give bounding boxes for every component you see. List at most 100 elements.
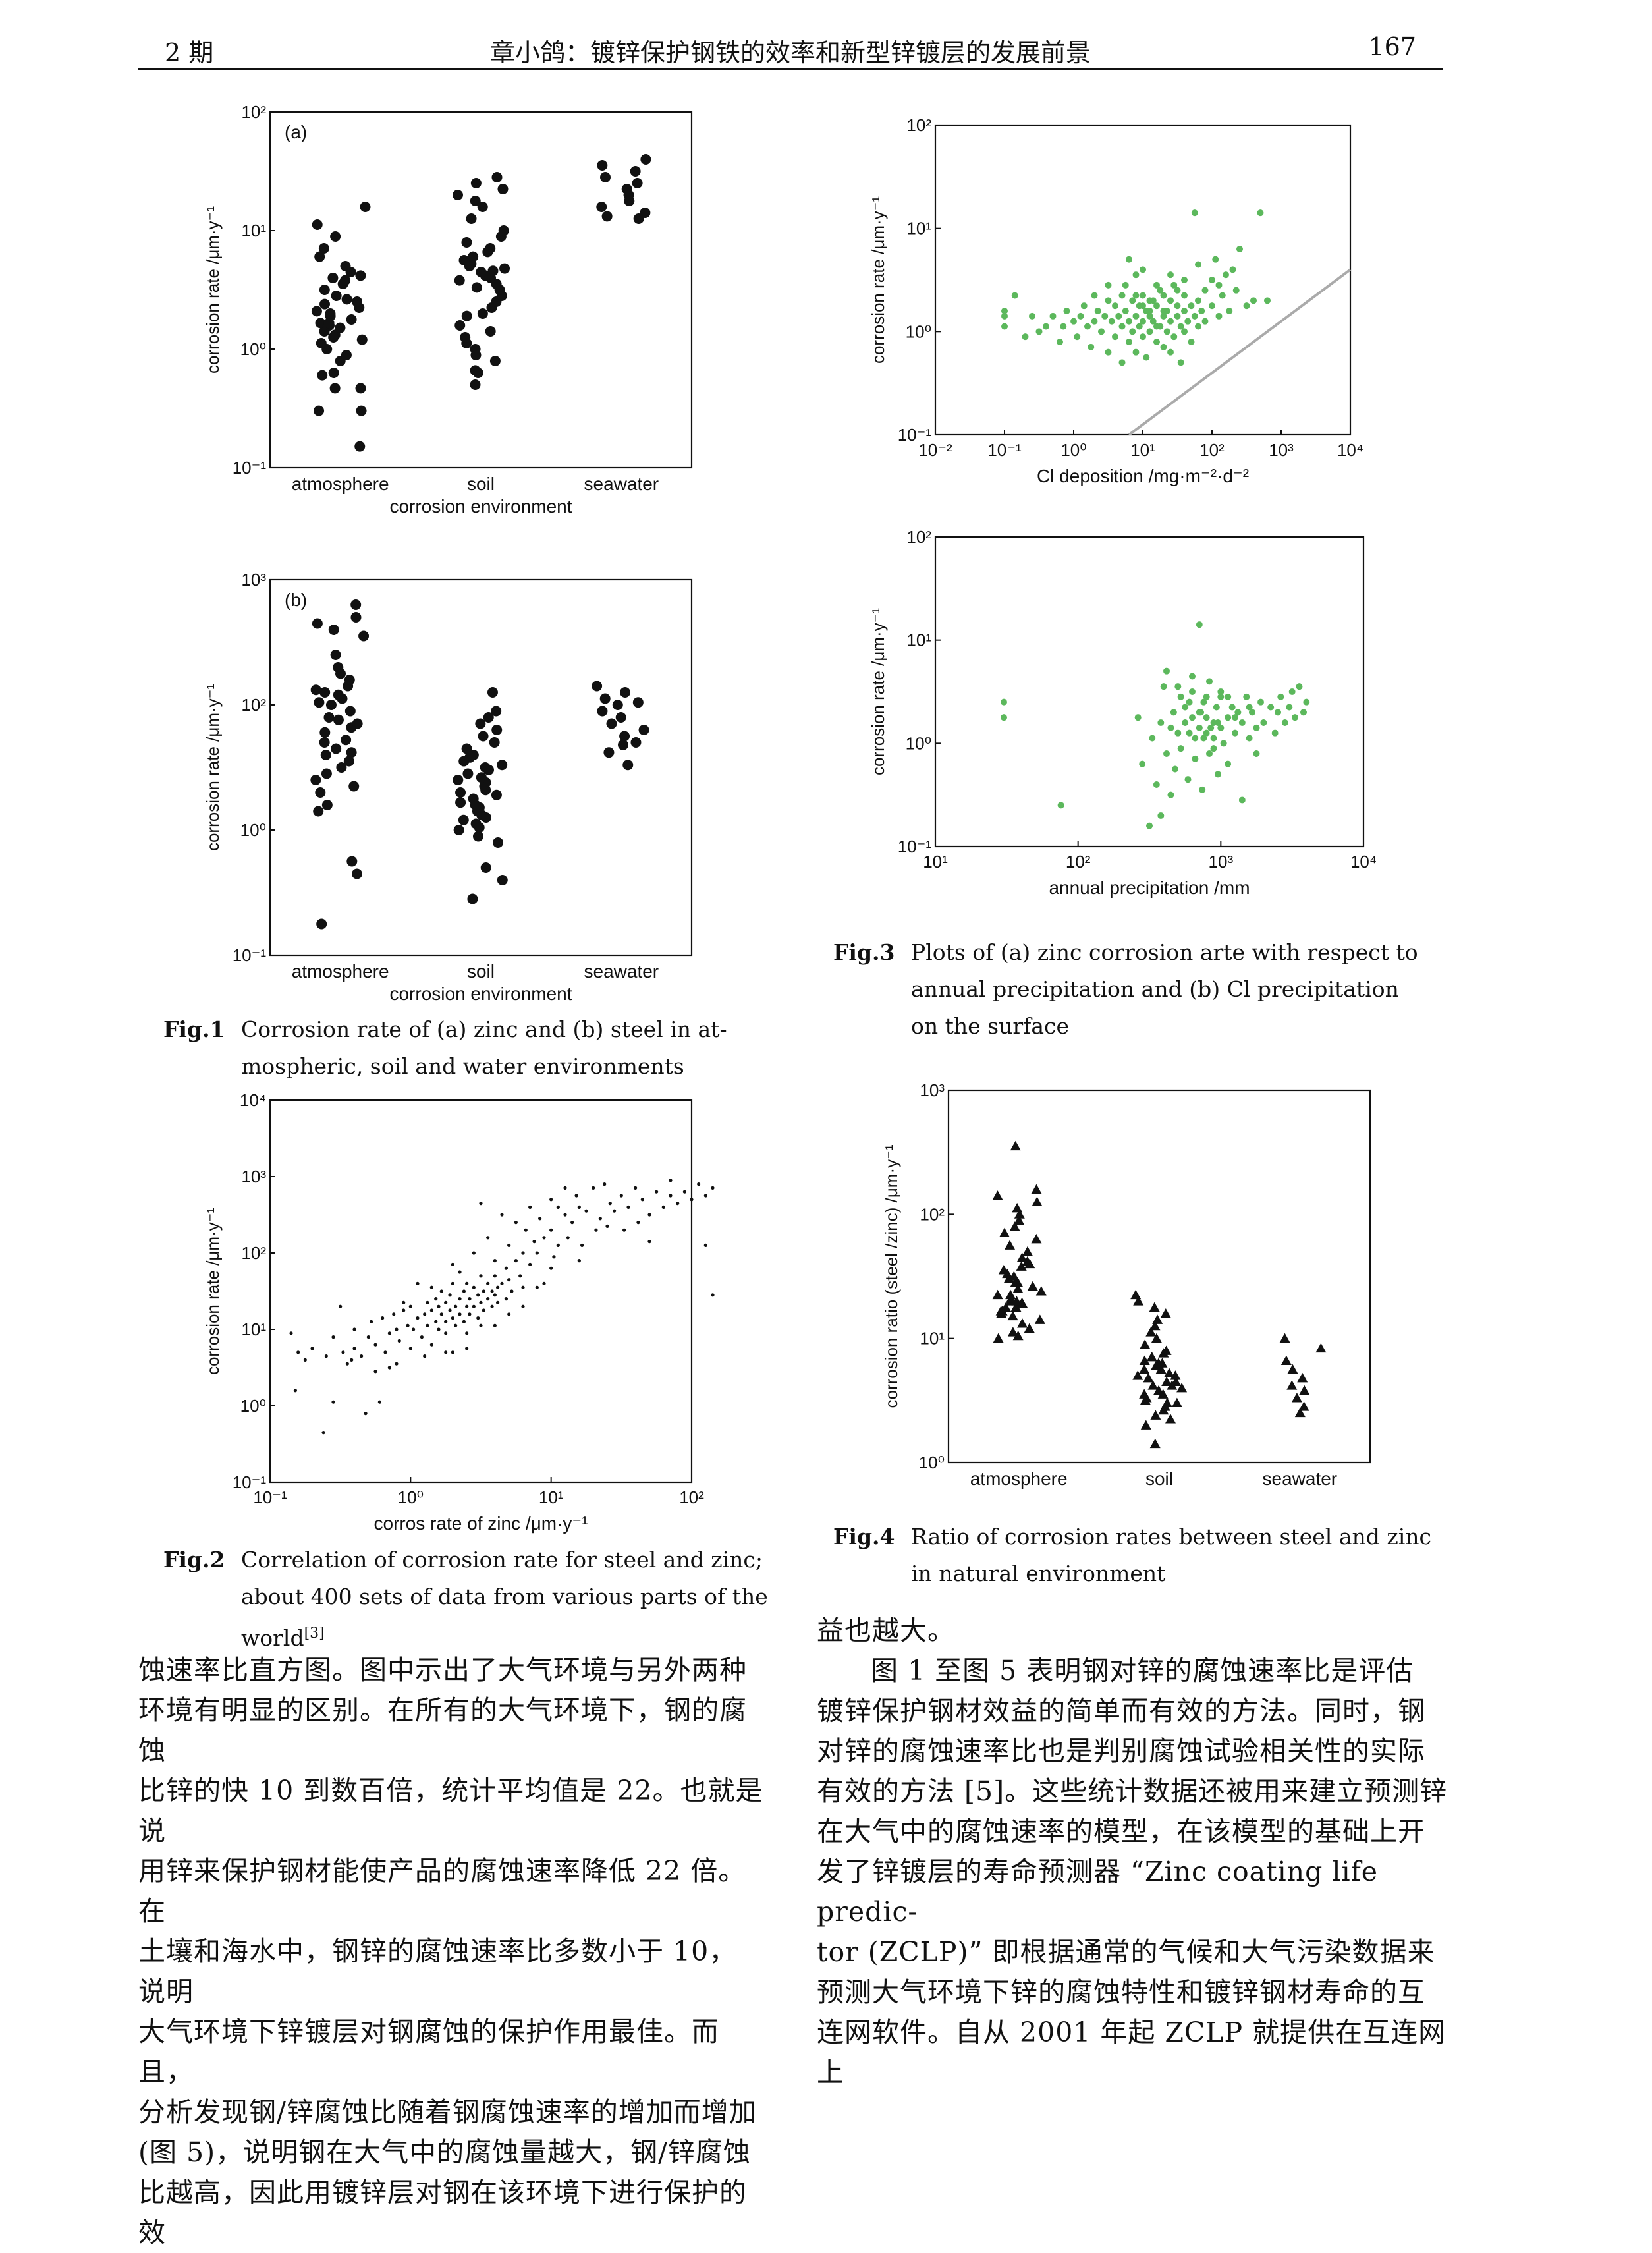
data-point (434, 1320, 438, 1323)
data-point (999, 1227, 1010, 1237)
data-point (470, 178, 482, 188)
data-point (303, 1358, 307, 1362)
data-point (350, 1358, 354, 1362)
data-point (360, 202, 371, 212)
data-point (626, 1205, 630, 1209)
data-point (1126, 339, 1132, 345)
data-point (327, 273, 339, 283)
data-point (1184, 318, 1192, 325)
data-point (1174, 302, 1181, 310)
data-point (1288, 688, 1296, 695)
data-point (470, 379, 481, 390)
data-point (321, 1431, 325, 1435)
data-point (454, 275, 465, 286)
data-point (1294, 1407, 1306, 1418)
data-point (323, 712, 335, 723)
data-point (328, 332, 339, 343)
data-point (333, 689, 344, 700)
data-point (331, 1400, 335, 1404)
data-point (1161, 1376, 1172, 1386)
y-tick-label: 10⁻¹ (233, 1472, 267, 1492)
data-point (406, 1323, 410, 1327)
x-tick-label: 10⁴ (1350, 852, 1377, 872)
data-point (312, 618, 323, 629)
fig2-caption-line1: Correlation of corrosion rate for steel … (241, 1547, 763, 1572)
data-point (1010, 1277, 1021, 1287)
data-point (474, 822, 485, 833)
x-category-label: atmosphere (292, 474, 389, 494)
data-point (402, 1308, 406, 1312)
y-axis-label: corrosion ratio (steel /zinc) /μm·y⁻¹ (881, 1144, 901, 1408)
data-point (346, 856, 358, 867)
data-point (346, 747, 357, 758)
y-axis-label: corrosion rate /μm·y⁻¹ (203, 1208, 223, 1375)
data-point (599, 693, 611, 704)
data-point (1005, 1240, 1016, 1250)
data-point (487, 265, 499, 277)
data-point (1153, 281, 1160, 289)
plot-frame (934, 536, 1365, 848)
y-tick-label: 10² (241, 695, 266, 715)
data-point (1210, 735, 1217, 742)
data-point (1264, 297, 1271, 304)
reference-line (1128, 268, 1352, 436)
text-line: 土壤和海水中，钢锌的腐蚀速率比多数小于 10，说明 (138, 1935, 737, 2007)
data-point (477, 202, 488, 212)
plot-frame (269, 111, 693, 469)
y-axis-label: corrosion rate /μm·y⁻¹ (868, 608, 888, 775)
data-point (355, 270, 366, 281)
y-tick-label: 10³ (920, 1080, 945, 1100)
data-point (1225, 693, 1232, 700)
data-point (612, 700, 623, 710)
fig3-label: Fig.3 (833, 939, 895, 965)
data-point (1157, 1358, 1168, 1368)
data-point (493, 1259, 497, 1263)
plot-frame (947, 1089, 1371, 1464)
page-number: 167 (1368, 32, 1416, 61)
data-point (1225, 760, 1232, 767)
data-point (344, 706, 356, 717)
data-point (1226, 308, 1233, 314)
data-point (1122, 308, 1129, 314)
data-point (1292, 714, 1298, 721)
data-point (489, 737, 500, 748)
data-point (472, 1304, 476, 1308)
data-point (1140, 1339, 1151, 1349)
data-point (316, 918, 327, 930)
data-point (1098, 328, 1105, 335)
data-point (491, 789, 502, 800)
right-column-text: 益也越大。 图 1 至图 5 表明钢对锌的腐蚀速率比是评估 镀锌保护钢材效益的简… (817, 1611, 1449, 2093)
data-point (1167, 724, 1174, 731)
data-point (346, 314, 357, 325)
data-point (333, 714, 344, 725)
data-point (1167, 791, 1174, 798)
x-category-label: atmosphere (970, 1468, 1068, 1489)
data-point (1155, 1364, 1167, 1374)
data-point (1206, 750, 1213, 757)
data-point (1203, 714, 1210, 721)
data-point (1184, 776, 1192, 783)
data-point (1170, 281, 1178, 289)
y-tick-label: 10³ (241, 570, 266, 590)
data-point (1217, 693, 1225, 700)
data-point (1132, 312, 1140, 320)
data-point (1001, 714, 1007, 721)
data-point (1182, 704, 1189, 711)
text-line: 比越高，因此用镀锌层对钢在该环境下进行保护的效 (138, 2177, 747, 2248)
text-line: 连网软件。自从 2001 年起 ZCLP 就提供在互连网上 (817, 2017, 1446, 2088)
data-point (476, 1316, 480, 1320)
data-point (521, 1251, 525, 1255)
data-point (634, 1186, 638, 1190)
data-point (1147, 1380, 1159, 1390)
fig4-caption: Fig.4 Ratio of corrosion rates between st… (833, 1518, 1466, 1592)
data-point (647, 1213, 651, 1217)
y-axis-label: corrosion rate /μm·y⁻¹ (203, 684, 223, 851)
data-point (1170, 333, 1178, 341)
data-point (1012, 1283, 1024, 1293)
data-point (1140, 302, 1146, 310)
data-point (462, 1320, 466, 1323)
data-point (542, 1236, 546, 1240)
data-point (1009, 1221, 1020, 1231)
data-point (1129, 328, 1136, 335)
data-point (632, 178, 643, 188)
